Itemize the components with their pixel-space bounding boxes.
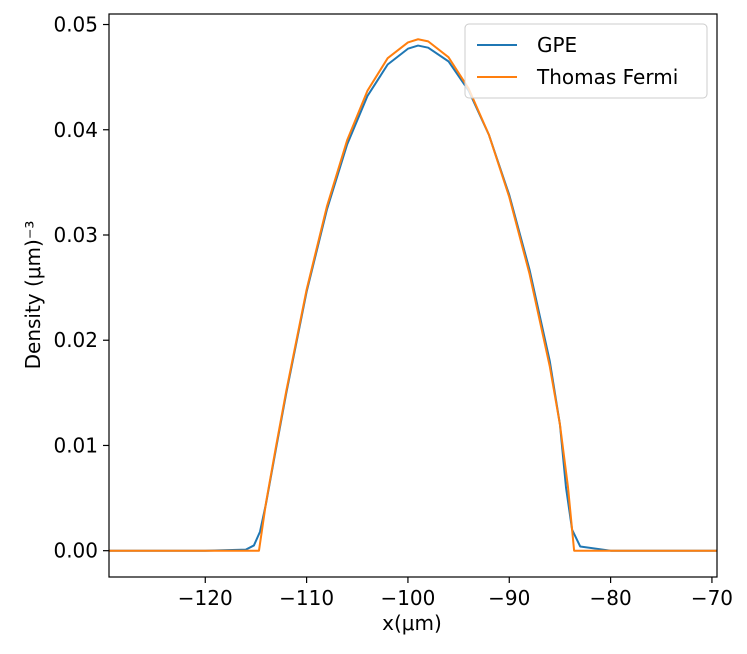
plot-area — [108, 13, 718, 578]
series-lines — [109, 38, 717, 552]
y-axis-ticks: 0.00 0.01 0.02 0.03 0.04 0.05 — [53, 13, 109, 563]
legend-box — [464, 23, 708, 99]
x-tick-label: −120 — [178, 586, 233, 610]
legend-entry: GPE — [537, 33, 577, 57]
series-line-gpe — [109, 44, 717, 552]
legend-entry: Thomas Fermi — [536, 65, 678, 89]
y-tick-label: 0.02 — [53, 328, 98, 352]
series-line-thomas-fermi — [109, 38, 717, 552]
y-tick-label: 0.00 — [53, 539, 98, 563]
x-tick-label: −110 — [279, 586, 334, 610]
x-axis-label: x(μm) — [382, 611, 442, 635]
y-tick-label: 0.01 — [53, 433, 98, 457]
plot-frame — [108, 13, 718, 578]
y-tick-label: 0.03 — [53, 223, 98, 247]
y-tick-label: 0.05 — [53, 13, 98, 37]
x-axis-ticks: −120 −110 −100 −90 −80 −70 — [178, 577, 733, 610]
x-tick-label: −90 — [488, 586, 530, 610]
x-tick-label: −80 — [589, 586, 631, 610]
y-axis-label: Density (μm)⁻³ — [21, 221, 45, 370]
y-tick-label: 0.04 — [53, 118, 98, 142]
x-tick-label: −70 — [691, 586, 733, 610]
x-tick-label: −100 — [380, 586, 435, 610]
legend: GPE Thomas Fermi — [464, 23, 708, 99]
